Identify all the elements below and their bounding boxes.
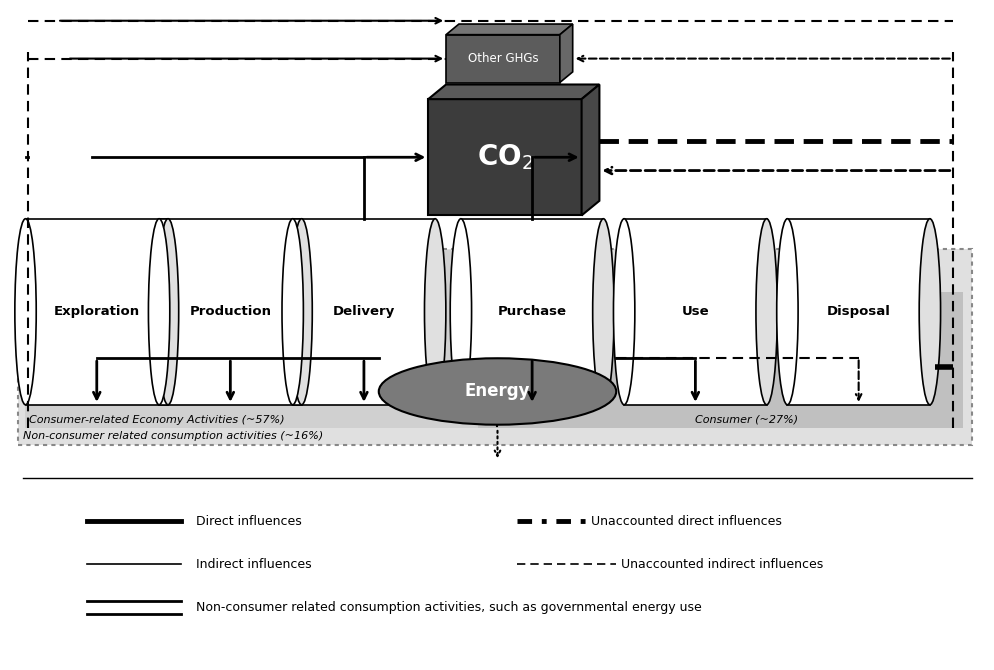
Ellipse shape <box>148 218 170 405</box>
Text: Unaccounted indirect influences: Unaccounted indirect influences <box>620 557 823 571</box>
Text: Use: Use <box>681 306 709 318</box>
Ellipse shape <box>449 218 471 405</box>
Polygon shape <box>560 24 573 82</box>
Bar <box>427 99 581 215</box>
Text: Energy: Energy <box>464 383 530 401</box>
Ellipse shape <box>776 218 797 405</box>
Ellipse shape <box>379 358 615 425</box>
Ellipse shape <box>424 218 445 405</box>
Polygon shape <box>445 24 573 35</box>
Bar <box>25 250 477 428</box>
Bar <box>26 218 168 405</box>
Text: Non-consumer related consumption activities (~16%): Non-consumer related consumption activit… <box>23 431 322 442</box>
Ellipse shape <box>15 218 36 405</box>
Text: Indirect influences: Indirect influences <box>196 557 311 571</box>
Polygon shape <box>427 84 598 99</box>
Bar <box>477 292 961 428</box>
Bar <box>786 218 929 405</box>
Text: Unaccounted direct influences: Unaccounted direct influences <box>590 515 781 527</box>
Ellipse shape <box>157 218 179 405</box>
Bar <box>292 218 434 405</box>
Text: Direct influences: Direct influences <box>196 515 301 527</box>
Bar <box>159 218 301 405</box>
Ellipse shape <box>281 218 303 405</box>
Text: Exploration: Exploration <box>54 306 140 318</box>
Bar <box>623 218 765 405</box>
Ellipse shape <box>290 218 312 405</box>
Text: Disposal: Disposal <box>826 306 890 318</box>
Text: Consumer (~27%): Consumer (~27%) <box>695 415 798 425</box>
Polygon shape <box>581 84 598 215</box>
Bar <box>18 249 971 445</box>
Text: CO$_2$: CO$_2$ <box>476 142 533 172</box>
Bar <box>460 218 602 405</box>
Ellipse shape <box>755 218 776 405</box>
Text: Other GHGs: Other GHGs <box>467 52 538 65</box>
Ellipse shape <box>592 218 613 405</box>
Text: Delivery: Delivery <box>332 306 395 318</box>
Text: Consumer-related Economy Activities (~57%): Consumer-related Economy Activities (~57… <box>30 415 285 425</box>
Text: Purchase: Purchase <box>497 306 566 318</box>
Text: Production: Production <box>189 306 271 318</box>
Ellipse shape <box>918 218 939 405</box>
Text: Non-consumer related consumption activities, such as governmental energy use: Non-consumer related consumption activit… <box>196 601 701 614</box>
Bar <box>445 35 560 82</box>
Ellipse shape <box>613 218 634 405</box>
